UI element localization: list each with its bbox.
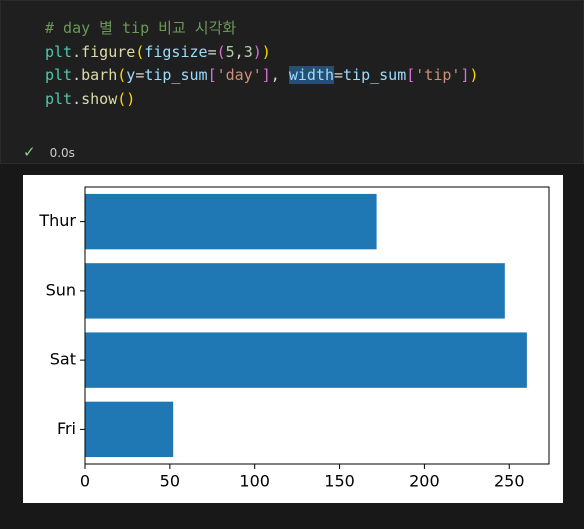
exec-time: 0.0s — [49, 146, 75, 160]
x-tick-label: 50 — [160, 472, 180, 491]
code-token: ] — [460, 66, 470, 84]
code-token: ) — [261, 42, 271, 61]
code-token: tip_sum — [343, 66, 407, 84]
code-line: plt.barh(y=tip_sum['day'], width=tip_sum… — [45, 64, 479, 88]
code-token: # day 별 tip 비교 시각화 — [45, 19, 237, 37]
code-token: tip_sum — [144, 66, 208, 84]
x-tick-label: 0 — [80, 472, 90, 491]
code-token: plt — [45, 42, 73, 61]
code-token: 'day' — [216, 66, 262, 84]
code-line: # day 별 tip 비교 시각화 — [45, 17, 479, 41]
code-token: [ — [406, 66, 416, 84]
code-token: = — [207, 42, 217, 61]
code-token: ) — [469, 66, 479, 84]
x-tick-label: 250 — [494, 472, 525, 491]
code-token: , — [270, 66, 289, 84]
code-token: 5 — [225, 42, 235, 61]
code-token: ] — [261, 66, 271, 84]
code-token: , — [234, 42, 244, 61]
code-token: 'tip' — [415, 66, 461, 84]
bar — [85, 332, 527, 388]
x-tick-label: 200 — [409, 472, 440, 491]
x-tick-label: 100 — [239, 472, 270, 491]
code-token: . — [72, 89, 82, 108]
code-token: = — [135, 66, 145, 84]
bar — [85, 263, 505, 319]
code-token: () — [117, 89, 136, 108]
code-token: width — [288, 66, 334, 84]
code-token: plt — [45, 66, 73, 84]
code-token: . — [72, 42, 82, 61]
code-token: ) — [252, 42, 262, 61]
code-cell[interactable]: # day 별 tip 비교 시각화 plt.figure(figsize=(5,… — [0, 0, 584, 164]
code-token: figure — [81, 42, 136, 61]
code-token: show — [81, 89, 118, 108]
axes-frame — [84, 186, 550, 465]
bar — [85, 401, 174, 458]
output: Fri Sat Sun Thur 0 50 100 150 200 250 — [23, 175, 563, 503]
x-tick-label: 150 — [324, 472, 355, 491]
chart: Fri Sat Sun Thur 0 50 100 150 200 250 — [38, 186, 550, 491]
y-tick-label: Thur — [38, 211, 76, 230]
bar — [85, 193, 377, 250]
check-icon: ✓ — [23, 143, 36, 161]
code-token: plt — [45, 89, 73, 108]
code-token: ( — [135, 42, 145, 61]
y-tick-label: Fri — [57, 419, 76, 438]
y-tick-label: Sun — [46, 280, 76, 299]
code-token: 3 — [243, 42, 253, 61]
code-token: y — [126, 66, 136, 84]
code-token: ( — [117, 66, 127, 84]
code-line: plt.show() — [45, 88, 479, 112]
code-line: plt.figure(figsize=(5,3)) — [45, 41, 479, 65]
y-tick-label: Sat — [50, 350, 76, 369]
cell-status: ✓ 0.0s — [23, 143, 75, 161]
code-token: ( — [216, 42, 226, 61]
code-token: . — [72, 66, 82, 84]
code-token: barh — [81, 66, 118, 84]
code-token: = — [334, 66, 344, 84]
code-editor[interactable]: # day 별 tip 비교 시각화 plt.figure(figsize=(5,… — [45, 17, 479, 111]
code-token: [ — [207, 66, 217, 84]
code-token: figsize — [144, 42, 208, 61]
